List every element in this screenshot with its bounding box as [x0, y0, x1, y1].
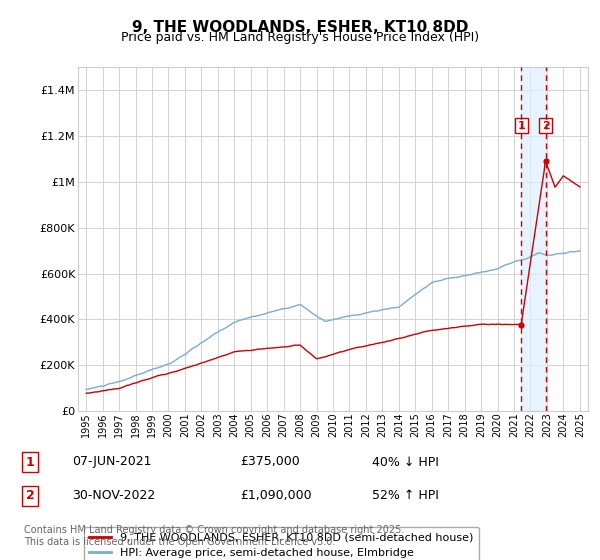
Text: £1,090,000: £1,090,000 — [240, 489, 311, 502]
Point — [517, 321, 526, 330]
Bar — [521, 67, 545, 411]
Text: 40% ↓ HPI: 40% ↓ HPI — [372, 455, 439, 469]
Text: 1: 1 — [26, 455, 34, 469]
Legend: 9, THE WOODLANDS, ESHER, KT10 8DD (semi-detached house), HPI: Average price, sem: 9, THE WOODLANDS, ESHER, KT10 8DD (semi-… — [83, 527, 479, 560]
Text: 1: 1 — [517, 120, 525, 130]
Text: 9, THE WOODLANDS, ESHER, KT10 8DD: 9, THE WOODLANDS, ESHER, KT10 8DD — [132, 20, 468, 35]
Text: Contains HM Land Registry data © Crown copyright and database right 2025.
This d: Contains HM Land Registry data © Crown c… — [24, 525, 404, 547]
Text: 07-JUN-2021: 07-JUN-2021 — [72, 455, 151, 469]
Text: 30-NOV-2022: 30-NOV-2022 — [72, 489, 155, 502]
Text: 2: 2 — [542, 120, 550, 130]
Text: £375,000: £375,000 — [240, 455, 300, 469]
Point — [541, 157, 550, 166]
Text: 2: 2 — [26, 489, 34, 502]
Text: Price paid vs. HM Land Registry's House Price Index (HPI): Price paid vs. HM Land Registry's House … — [121, 31, 479, 44]
Text: 52% ↑ HPI: 52% ↑ HPI — [372, 489, 439, 502]
